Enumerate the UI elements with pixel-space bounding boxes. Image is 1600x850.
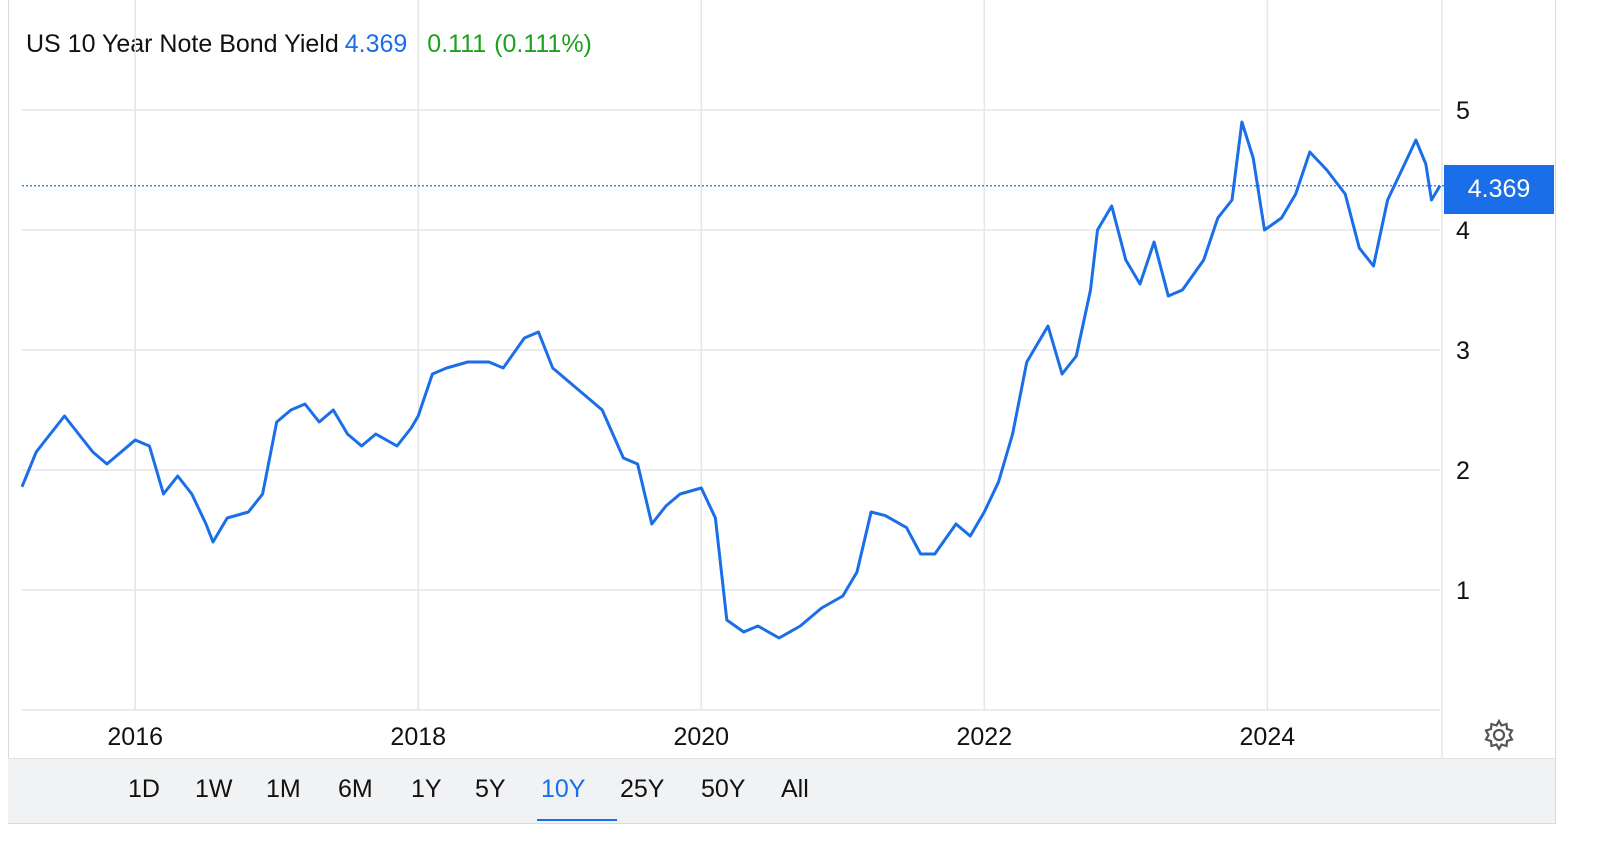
x-tick-label: 2016	[107, 723, 163, 751]
change-value: 0.111	[427, 30, 487, 58]
range-button-25y[interactable]: 25Y	[620, 775, 665, 803]
y-tick-label: 3	[1456, 337, 1470, 365]
range-button-6m[interactable]: 6M	[338, 775, 373, 803]
range-button-1m[interactable]: 1M	[266, 775, 301, 803]
y-tick-label: 1	[1456, 577, 1470, 605]
x-tick-label: 2018	[390, 723, 446, 751]
instrument-name: US 10 Year Note Bond Yield	[26, 30, 339, 58]
chart-frame	[8, 0, 1556, 824]
active-range-underline	[537, 819, 617, 821]
range-button-10y[interactable]: 10Y	[541, 775, 586, 803]
x-tick-label: 2024	[1240, 723, 1296, 751]
current-price-tag: 4.369	[1444, 165, 1554, 214]
range-selector: 1D 1W 1M 6M 1Y 5Y 10Y 25Y 50Y All	[8, 758, 1555, 823]
y-tick-label: 4	[1456, 217, 1470, 245]
chart-header: US 10 Year Note Bond Yield 4.369 0.111 (0.1…	[26, 30, 592, 59]
range-button-all[interactable]: All	[781, 775, 809, 803]
range-button-5y[interactable]: 5Y	[475, 775, 506, 803]
range-button-50y[interactable]: 50Y	[701, 775, 746, 803]
gear-icon[interactable]	[1482, 718, 1516, 752]
range-button-1y[interactable]: 1Y	[411, 775, 442, 803]
x-tick-label: 2020	[673, 723, 729, 751]
yield-series-line	[20, 120, 1442, 640]
y-tick-label: 2	[1456, 457, 1470, 485]
x-tick-label: 2022	[957, 723, 1013, 751]
yield-chart[interactable]: 1 2 3 4 5 2016 2018 2020 2022 2024	[0, 0, 1600, 760]
range-button-1w[interactable]: 1W	[195, 775, 233, 803]
range-button-1d[interactable]: 1D	[128, 775, 160, 803]
y-tick-label: 5	[1456, 97, 1470, 125]
last-value: 4.369	[344, 30, 408, 58]
change-percent: (0.111%)	[494, 30, 592, 58]
